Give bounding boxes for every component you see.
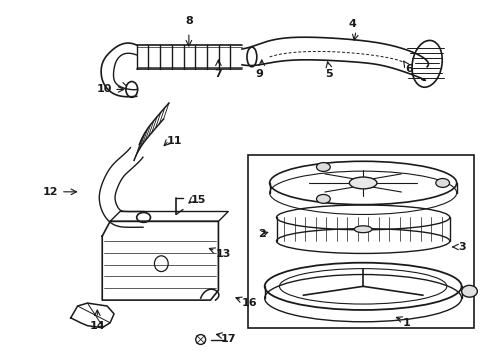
Text: 1: 1: [402, 318, 410, 328]
Text: 11: 11: [166, 136, 182, 145]
Ellipse shape: [436, 179, 449, 188]
Text: 9: 9: [256, 69, 264, 79]
Text: 5: 5: [325, 69, 333, 79]
Text: 12: 12: [43, 187, 58, 197]
Ellipse shape: [317, 163, 330, 171]
Text: 15: 15: [191, 195, 206, 205]
Text: 17: 17: [220, 334, 236, 345]
Ellipse shape: [462, 285, 477, 297]
Text: 13: 13: [216, 249, 231, 259]
Ellipse shape: [317, 194, 330, 203]
Text: 4: 4: [348, 19, 356, 30]
Text: 2: 2: [258, 229, 266, 239]
Text: 14: 14: [90, 321, 105, 331]
Text: 8: 8: [185, 15, 193, 26]
Ellipse shape: [349, 177, 377, 189]
Text: 16: 16: [242, 298, 258, 308]
Text: 10: 10: [97, 84, 112, 94]
Text: 3: 3: [459, 242, 466, 252]
Text: 6: 6: [406, 64, 414, 74]
Ellipse shape: [354, 226, 372, 233]
Bar: [248, 156, 474, 328]
Text: 7: 7: [215, 69, 222, 79]
